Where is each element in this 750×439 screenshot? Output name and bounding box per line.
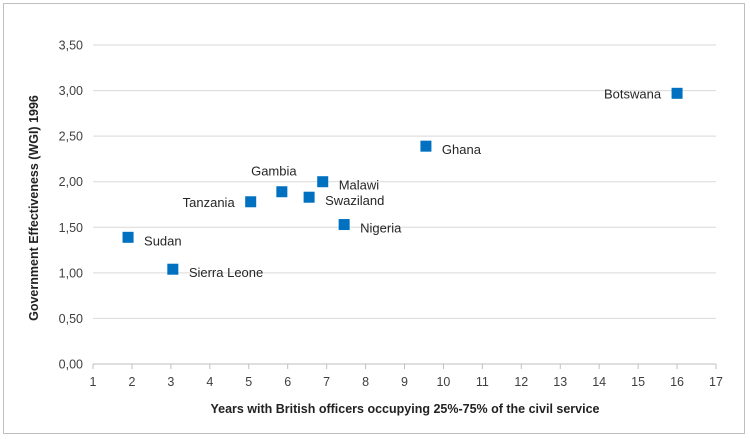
gridlines xyxy=(93,44,716,365)
x-tick-label: 7 xyxy=(323,375,330,389)
data-points xyxy=(122,87,683,275)
point-label: Gambia xyxy=(251,164,297,179)
x-tick-label: 15 xyxy=(631,375,645,389)
x-tick-label: 2 xyxy=(128,375,135,389)
x-tick-label: 5 xyxy=(245,375,252,389)
y-tick-label: 0,50 xyxy=(59,312,83,326)
y-tick-label: 3,00 xyxy=(59,84,83,98)
point-marker xyxy=(317,176,329,188)
y-tick-label: 2,00 xyxy=(59,175,83,189)
x-axis-ticks: 1 2 3 4 5 6 7 8 9 10 11 12 13 14 15 16 17 xyxy=(90,364,723,389)
x-tick-label: 3 xyxy=(167,375,174,389)
x-tick-label: 10 xyxy=(436,375,450,389)
x-tick-label: 4 xyxy=(206,375,213,389)
x-tick-label: 12 xyxy=(514,375,528,389)
x-tick-label: 11 xyxy=(476,375,489,389)
point-label: Sudan xyxy=(144,233,182,248)
point-label: Sierra Leone xyxy=(189,265,263,280)
point-label: Malawi xyxy=(339,178,380,193)
point-label: Nigeria xyxy=(360,221,402,236)
point-label: Tanzania xyxy=(183,195,236,210)
point-label: Swaziland xyxy=(325,193,384,208)
x-tick-label: 14 xyxy=(592,375,606,389)
point-marker xyxy=(420,140,432,152)
point-marker xyxy=(276,186,288,198)
x-tick-label: 9 xyxy=(401,375,408,389)
x-tick-label: 8 xyxy=(362,375,369,389)
x-tick-label: 1 xyxy=(90,375,97,389)
y-axis-ticks: 0,00 0,50 1,00 1,50 2,00 2,50 3,00 3,50 xyxy=(59,39,83,372)
chart-frame xyxy=(3,3,745,434)
point-marker xyxy=(167,263,179,275)
x-tick-label: 17 xyxy=(709,375,723,389)
point-marker xyxy=(671,87,683,99)
y-tick-label: 1,00 xyxy=(59,266,83,280)
y-tick-label: 2,50 xyxy=(59,130,83,144)
y-tick-label: 0,00 xyxy=(59,358,83,372)
point-label: Botswana xyxy=(604,86,662,101)
x-tick-label: 6 xyxy=(284,375,291,389)
y-axis-title: Government Effectiveness (WGI) 1996 xyxy=(27,95,41,321)
point-labels: Sudan Sierra Leone Tanzania Gambia Swaziland… xyxy=(144,86,662,280)
x-axis-title: Years with British officers occupying 25… xyxy=(210,402,599,416)
point-marker xyxy=(303,191,315,203)
y-tick-label: 1,50 xyxy=(59,221,83,235)
point-label: Ghana xyxy=(442,142,482,157)
point-marker xyxy=(338,219,350,231)
x-tick-label: 16 xyxy=(670,375,684,389)
point-marker xyxy=(122,231,134,243)
x-tick-label: 13 xyxy=(553,375,567,389)
point-marker xyxy=(245,196,257,208)
y-tick-label: 3,50 xyxy=(59,39,83,53)
